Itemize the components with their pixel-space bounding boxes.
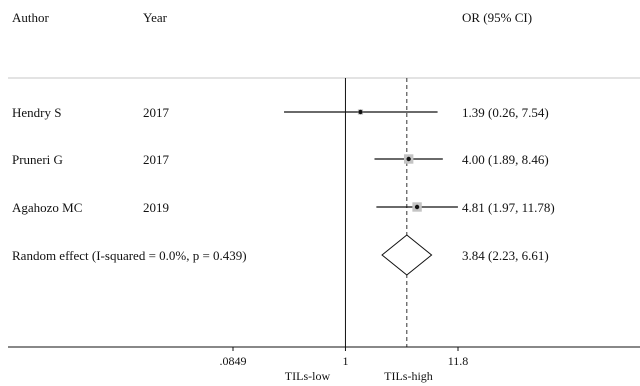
study-point-estimate xyxy=(406,156,411,162)
study-author-label: Agahozo MC xyxy=(12,200,82,215)
study-or-ci-label: 1.39 (0.26, 7.54) xyxy=(462,105,549,120)
or-ci-column-header: OR (95% CI) xyxy=(462,10,533,25)
study-year-label: 2017 xyxy=(143,105,170,120)
pooled-or-ci-label: 3.84 (2.23, 6.61) xyxy=(462,248,549,263)
study-year-label: 2019 xyxy=(143,200,169,215)
pooled-label: Random effect (I-squared = 0.0%, p = 0.4… xyxy=(12,248,247,263)
study-point-estimate xyxy=(358,109,363,115)
x-axis-tick-label: 1 xyxy=(342,354,348,368)
favors-left-label: TILs-low xyxy=(285,369,331,383)
study-or-ci-label: 4.81 (1.97, 11.78) xyxy=(462,200,555,215)
year-column-header: Year xyxy=(143,10,167,25)
favors-right-label: TILs-high xyxy=(384,369,433,383)
study-or-ci-label: 4.00 (1.89, 8.46) xyxy=(462,152,549,167)
study-author-label: Pruneri G xyxy=(12,152,63,167)
study-author-label: Hendry S xyxy=(12,105,61,120)
study-point-estimate xyxy=(414,204,420,210)
study-year-label: 2017 xyxy=(143,152,170,167)
x-axis-tick-label: 11.8 xyxy=(448,354,469,368)
author-column-header: Author xyxy=(12,10,49,25)
x-axis-tick-label: .0849 xyxy=(220,354,247,368)
pooled-estimate-diamond xyxy=(381,234,433,276)
